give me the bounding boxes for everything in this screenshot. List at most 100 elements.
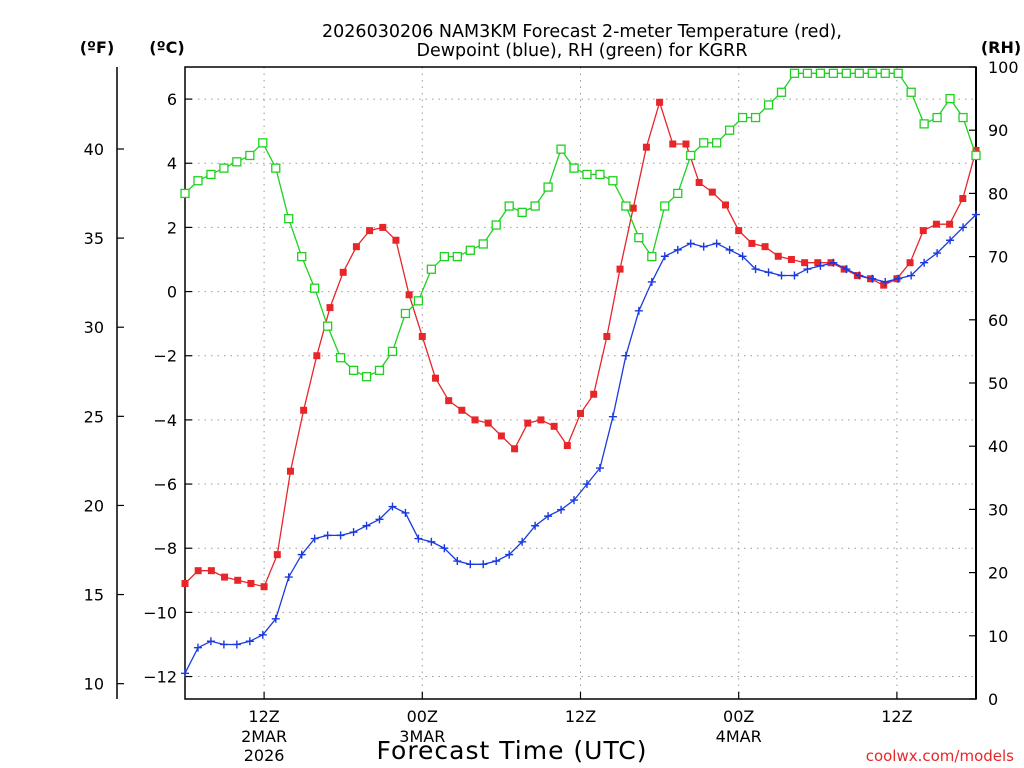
relative-humidity-point — [439, 251, 449, 262]
temperature-point — [458, 406, 466, 414]
temperature-point — [669, 140, 677, 148]
fahrenheit-tick-label: 40 — [84, 140, 104, 159]
dewpoint-point — [881, 277, 890, 286]
rh-tick-label: 100 — [988, 58, 1019, 77]
rh-tick-label: 70 — [988, 248, 1008, 267]
dewpoint-point — [621, 351, 630, 360]
temperature-point — [906, 259, 914, 267]
dewpoint-point — [284, 573, 293, 582]
dewpoint-point — [297, 550, 306, 559]
relative-humidity-point — [426, 264, 437, 274]
dewpoint-point — [582, 480, 591, 489]
relative-humidity-point — [971, 150, 981, 161]
celsius-tick-label: −10 — [143, 603, 177, 622]
temperature-point — [774, 252, 782, 260]
celsius-tick-label: −2 — [153, 347, 177, 366]
relative-humidity-point — [686, 150, 696, 161]
celsius-tick-label: 4 — [167, 154, 177, 173]
celsius-axis-label: (ºC) — [149, 38, 184, 57]
relative-humidity-point — [478, 239, 488, 249]
relative-humidity-point — [258, 138, 268, 148]
rh-tick-label: 20 — [988, 564, 1008, 583]
relative-humidity-point — [815, 68, 826, 78]
relative-humidity-point — [543, 182, 553, 192]
relative-humidity-line — [184, 72, 977, 378]
temperature-point — [550, 422, 558, 430]
relative-humidity-point — [582, 169, 592, 180]
time-tick-label: 12Z — [248, 707, 279, 726]
temperature-point — [629, 204, 637, 212]
relative-humidity-point — [867, 68, 877, 78]
dewpoint-point — [816, 261, 825, 270]
relative-humidity-point — [374, 365, 385, 376]
dewpoint-point — [673, 245, 682, 254]
celsius-tick-label: −8 — [153, 539, 177, 558]
relative-humidity-point — [413, 296, 424, 306]
temperature-point — [577, 409, 584, 417]
credit-text: coolwx.com/models — [866, 747, 1014, 765]
relative-humidity-point — [530, 201, 540, 211]
dewpoint-point — [790, 271, 799, 280]
temperature-point — [735, 227, 743, 235]
fahrenheit-tick-label: 30 — [84, 318, 104, 337]
dewpoint-point — [959, 223, 968, 232]
relative-humidity-point — [569, 163, 579, 173]
temperature-point — [814, 259, 822, 267]
dewpoint-point — [608, 412, 617, 421]
temperature-point — [339, 268, 347, 276]
dewpoint-point — [219, 640, 228, 649]
dewpoint-point — [310, 534, 319, 543]
dewpoint-point — [725, 245, 734, 254]
rh-tick-label: 60 — [988, 311, 1008, 330]
dewpoint-point — [777, 271, 786, 280]
rh-tick-label: 80 — [988, 184, 1008, 203]
dewpoint-point — [466, 560, 475, 569]
relative-humidity-point — [271, 163, 281, 173]
temperature-point — [352, 243, 360, 251]
time-tick-date: 3MAR — [399, 727, 445, 746]
chart-title-line2: Dewpoint (blue), RH (green) for KGRR — [417, 41, 748, 61]
temperature-point — [392, 236, 400, 244]
dewpoint-point — [634, 306, 643, 315]
temperature-point — [497, 432, 505, 440]
temperature-point — [748, 239, 756, 247]
temperature-point — [405, 291, 413, 299]
temperature-line — [184, 100, 977, 588]
relative-humidity-point — [400, 308, 411, 319]
temperature-point — [511, 445, 519, 453]
rh-tick-label: 0 — [988, 690, 998, 709]
relative-humidity-point — [945, 93, 955, 104]
temperature-point — [247, 580, 255, 588]
temperature-point — [656, 98, 664, 106]
relative-humidity-point — [335, 353, 346, 363]
fahrenheit-tick-label: 15 — [84, 586, 104, 605]
relative-humidity-point — [854, 68, 864, 78]
relative-humidity-point — [673, 188, 683, 199]
dewpoint-point — [855, 271, 864, 280]
rh-axis-label: (RH) — [981, 38, 1021, 57]
relative-humidity-point — [206, 169, 216, 180]
relative-humidity-point — [737, 112, 748, 123]
relative-humidity-point — [180, 188, 190, 199]
temperature-point — [471, 416, 479, 424]
dewpoint-point — [557, 505, 566, 514]
time-tick-label: 00Z — [723, 707, 754, 726]
relative-humidity-point — [958, 112, 968, 123]
dewpoint-point — [401, 508, 410, 517]
dewpoint-point — [414, 534, 423, 543]
dewpoint-point — [570, 496, 579, 505]
temperature-point — [787, 255, 795, 263]
celsius-tick-label: 6 — [167, 90, 177, 109]
dewpoint-point — [751, 265, 760, 274]
fahrenheit-ticks: 40 35 30 25 20 15 10 — [84, 140, 124, 694]
relative-humidity-point — [621, 201, 631, 211]
celsius-tick-label: −12 — [143, 668, 177, 687]
x-axis-title: Forecast Time (UTC) — [377, 736, 648, 765]
dewpoint-point — [193, 643, 202, 652]
relative-humidity-point — [699, 138, 709, 148]
celsius-ticks: 6 4 2 0 −2 −4 −6 −8 −10 −12 — [143, 90, 192, 687]
dewpoint-point — [531, 521, 540, 530]
relative-humidity-point — [322, 321, 333, 331]
temperature-point — [708, 188, 716, 196]
